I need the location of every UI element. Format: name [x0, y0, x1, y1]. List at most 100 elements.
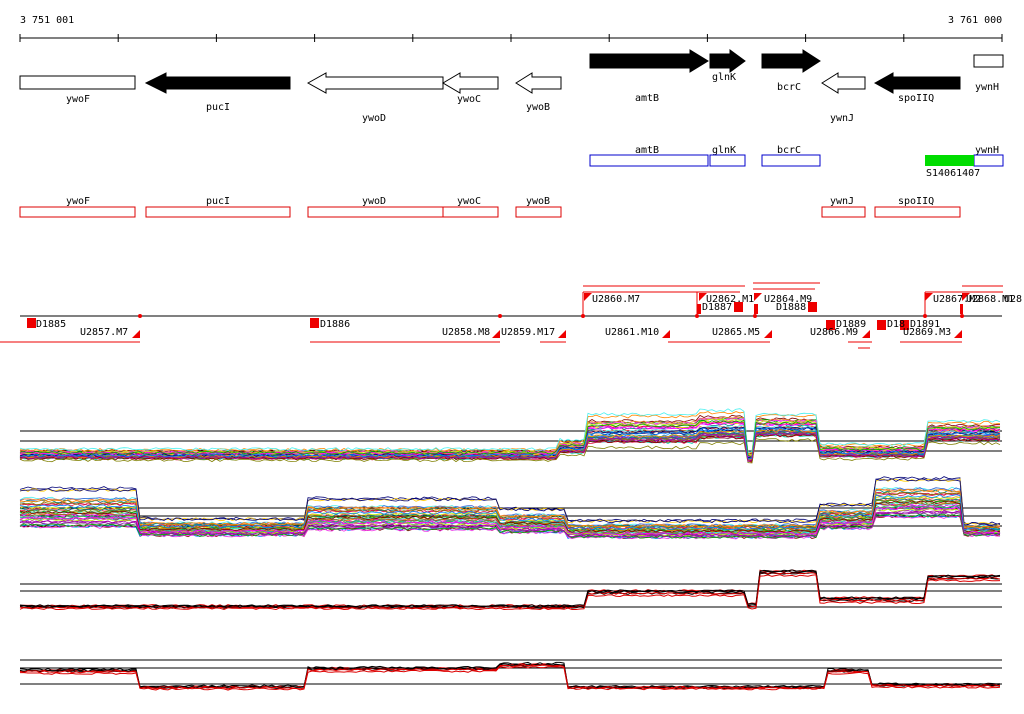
gene-pucI[interactable]: pucI — [144, 72, 291, 113]
segment-label-U2867.M2[interactable]: U2867.M2 — [933, 294, 981, 305]
green-feature[interactable]: S14061407 — [925, 155, 980, 179]
segment-label-U28[interactable]: U28 — [1004, 294, 1022, 305]
expression-profile-line — [19, 506, 1001, 536]
gene-amtB[interactable]: amtB — [589, 49, 709, 104]
gene-ywoC[interactable]: ywoC — [442, 72, 499, 105]
expression-profile-line — [19, 663, 1001, 689]
red-feature-ywoB[interactable]: ywoB — [515, 196, 562, 218]
segment-label-U2860.M7[interactable]: U2860.M7 — [592, 294, 640, 305]
segment-label-U2862.M1[interactable]: U2862.M1 — [706, 294, 754, 305]
gene-ywoD[interactable]: ywoD — [306, 72, 444, 124]
gene-bcrC[interactable]: bcrC — [761, 49, 821, 93]
segment-label-D18[interactable]: D18 — [887, 319, 905, 330]
segment-label-U2869.M3[interactable]: U2869.M3 — [903, 327, 951, 338]
blue-feature-amtB-box — [589, 154, 709, 167]
segment-label-U2865.M5[interactable]: U2865.M5 — [712, 327, 760, 338]
segment-label-U2858.M8[interactable]: U2858.M8 — [442, 327, 490, 338]
ruler-start-label: 3 751 001 — [20, 15, 74, 26]
gene-pucI-label: pucI — [206, 102, 230, 113]
dot-5 — [753, 314, 757, 318]
red-feature-spoIIQ[interactable]: spoIIQ — [874, 196, 961, 218]
blue-feature-ywnH-box — [973, 154, 1004, 167]
panel-1-profiles — [19, 408, 1001, 464]
expression-profile-line — [19, 491, 1001, 530]
gene-pucI-shape — [144, 72, 291, 94]
segment-label-U2864.M9[interactable]: U2864.M9 — [764, 294, 812, 305]
expression-profile-line — [19, 664, 1001, 690]
gene-spoIIQ-shape — [873, 72, 961, 94]
expression-profile-line — [19, 478, 1001, 526]
expression-profile-line — [19, 438, 1001, 464]
blue-annotation-track: amtB glnK bcrC ywnH S14061407 — [589, 145, 1004, 179]
panel-3-profiles — [19, 569, 1001, 611]
gene-amtB-label: amtB — [635, 93, 659, 104]
expression-profile-line — [19, 513, 1001, 539]
marker-D1886 — [310, 318, 319, 328]
triangle-3 — [754, 293, 762, 301]
blue-feature-amtB-label: amtB — [635, 145, 659, 156]
expression-profile-line — [19, 494, 1001, 531]
segment-label-D1889[interactable]: D1889 — [836, 319, 866, 330]
segment-triangles — [132, 293, 970, 338]
segment-label-D1888[interactable]: D1888 — [776, 302, 806, 313]
red-feature-ywnJ[interactable]: ywnJ — [821, 196, 866, 218]
gene-ywoB[interactable]: ywoB — [515, 72, 562, 113]
gene-ywnJ-shape — [821, 72, 866, 94]
red-feature-ywoD-box — [307, 206, 444, 218]
gene-ywoF[interactable]: ywoF — [19, 75, 136, 105]
gene-bcrC-label: bcrC — [777, 82, 801, 93]
expression-profile-line — [19, 572, 1000, 609]
gene-spoIIQ[interactable]: spoIIQ — [873, 72, 961, 104]
red-feature-ywoC[interactable]: ywoC — [442, 196, 499, 218]
gene-ywnH[interactable]: ywnH — [973, 54, 1004, 93]
marker-D1885 — [27, 318, 36, 328]
segment-label-U2861.M10[interactable]: U2861.M10 — [605, 327, 659, 338]
marker-D1888 — [808, 302, 817, 312]
segment-label-U2859.M17[interactable]: U2859.M17 — [501, 327, 555, 338]
dot-1 — [138, 314, 142, 318]
red-feature-ywoF[interactable]: ywoF — [19, 196, 136, 218]
red-feature-spoIIQ-label: spoIIQ — [898, 196, 934, 207]
blue-feature-amtB[interactable]: amtB — [589, 145, 709, 167]
triangle-9 — [662, 330, 670, 338]
blue-feature-glnK[interactable]: glnK — [709, 145, 746, 167]
segment-label-D1885[interactable]: D1885 — [36, 319, 66, 330]
blue-feature-bcrC[interactable]: bcrC — [761, 145, 821, 167]
gene-ywnJ[interactable]: ywnJ — [821, 72, 866, 124]
dot-6 — [923, 314, 927, 318]
expression-profile-line — [19, 508, 1001, 537]
gene-ywnH-shape — [973, 54, 1004, 68]
gene-ywnH-label: ywnH — [975, 82, 999, 93]
expression-profile-line — [19, 408, 1001, 453]
segment-markers — [27, 302, 963, 330]
red-feature-pucI[interactable]: pucI — [145, 196, 291, 218]
gene-spoIIQ-label: spoIIQ — [898, 93, 934, 104]
blue-feature-ywnH[interactable]: ywnH — [973, 145, 1004, 167]
expression-panel-2 — [19, 476, 1002, 540]
segment-label-U2866.M9[interactable]: U2866.M9 — [810, 327, 858, 338]
expression-panel-4 — [19, 659, 1002, 691]
segment-lower-bars — [0, 341, 962, 349]
segment-label-D1891[interactable]: D1891 — [910, 319, 940, 330]
marker-D1887 — [734, 302, 743, 312]
segment-label-D1887[interactable]: D1887 — [702, 302, 732, 313]
segment-label-D1886[interactable]: D1886 — [320, 319, 350, 330]
gene-bcrC-shape — [761, 49, 821, 73]
gene-glnK[interactable]: glnK — [709, 49, 746, 83]
coordinate-ruler: 3 751 001 3 761 000 — [19, 15, 1003, 42]
triangle-1 — [584, 293, 592, 301]
red-annotation-track: ywoF pucI ywoD ywoC ywoB ywnJ spoIIQ — [19, 196, 961, 218]
marker-D1889 — [826, 320, 835, 330]
segment-dots — [138, 314, 964, 318]
expression-profile-line — [19, 571, 1001, 609]
segment-label-U2868.M1[interactable]: U2868.M1 — [966, 294, 1014, 305]
segment-label-U2857.M7[interactable]: U2857.M7 — [80, 327, 128, 338]
marker-upper-b — [754, 304, 758, 314]
triangle-8 — [558, 330, 566, 338]
marker-D1891 — [900, 320, 909, 330]
expression-profile-line — [19, 488, 1001, 529]
triangle-4 — [925, 293, 933, 301]
red-feature-ywoD[interactable]: ywoD — [307, 196, 444, 218]
blue-feature-glnK-box — [709, 154, 746, 167]
